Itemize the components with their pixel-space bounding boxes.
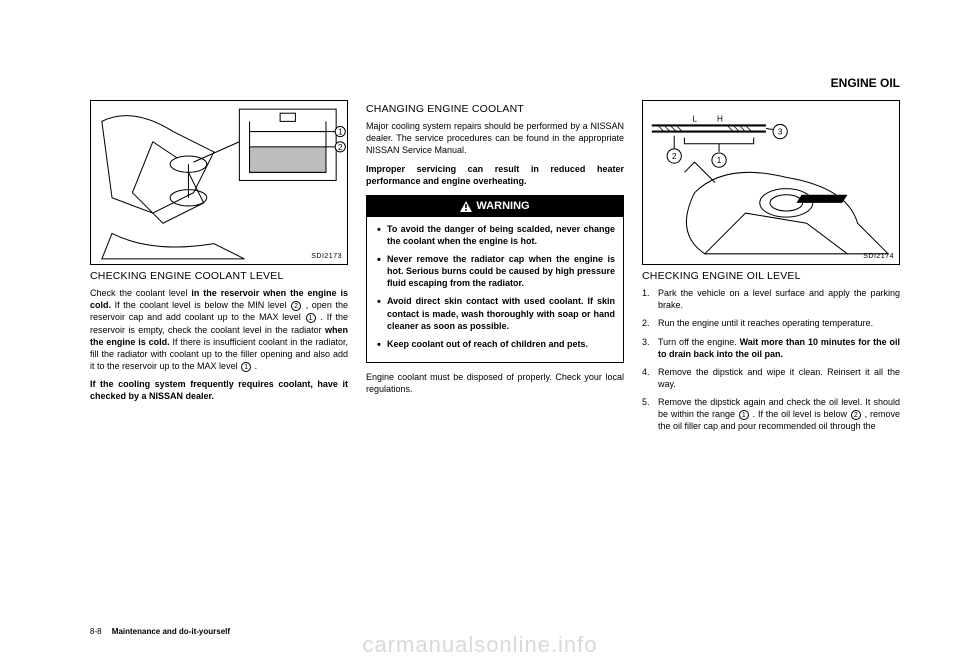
column-3: L H 3 2 1 <box>642 100 900 439</box>
svg-text:2: 2 <box>338 143 343 152</box>
text: . If the oil level is below <box>750 409 850 419</box>
figure-label-1: SDI2173 <box>311 252 342 261</box>
warning-item: Never remove the radiator cap when the e… <box>375 253 615 289</box>
text: Check the coolant level <box>90 288 191 298</box>
svg-text:1: 1 <box>717 156 722 165</box>
figure-label-2: SDI2174 <box>863 252 894 261</box>
callout-1: 1 <box>739 410 749 420</box>
oil-check-steps: Park the vehicle on a level surface and … <box>642 287 900 432</box>
warning-heading: WARNING <box>367 196 623 217</box>
section-title: ENGINE OIL <box>831 76 900 90</box>
text: . <box>252 361 257 371</box>
warning-item: Avoid direct skin contact with used cool… <box>375 295 615 331</box>
step-4: Remove the dipstick and wipe it clean. R… <box>642 366 900 390</box>
svg-text:3: 3 <box>778 128 783 137</box>
callout-2: 2 <box>851 410 861 420</box>
change-coolant-p1: Major cooling system repairs should be p… <box>366 120 624 156</box>
figure-coolant-reservoir: 1 2 SDI2173 <box>90 100 348 265</box>
content-columns: 1 2 SDI2173 CHECKING ENGINE COOLANT LEVE… <box>90 100 900 439</box>
heading-change-coolant: CHANGING ENGINE COOLANT <box>366 102 624 116</box>
figure-oil-dipstick: L H 3 2 1 <box>642 100 900 265</box>
step-3: Turn off the engine. Wait more than 10 m… <box>642 336 900 360</box>
step-2: Run the engine until it reaches operatin… <box>642 317 900 329</box>
warning-label: WARNING <box>476 199 529 214</box>
heading-oil-level: CHECKING ENGINE OIL LEVEL <box>642 269 900 283</box>
warning-box: WARNING To avoid the danger of being sca… <box>366 195 624 363</box>
coolant-check-advice: If the cooling system frequently require… <box>90 378 348 402</box>
heading-coolant-level: CHECKING ENGINE COOLANT LEVEL <box>90 269 348 283</box>
warning-icon <box>460 201 472 212</box>
warning-item: To avoid the danger of being scalded, ne… <box>375 223 615 247</box>
page-number: 8-8 <box>90 627 102 636</box>
step-1: Park the vehicle on a level surface and … <box>642 287 900 311</box>
callout-1: 1 <box>306 313 316 323</box>
callout-2: 2 <box>291 301 301 311</box>
text: Turn off the engine. <box>658 337 740 347</box>
change-coolant-p2: Improper servicing can result in reduced… <box>366 163 624 187</box>
step-5: Remove the dipstick again and check the … <box>642 396 900 432</box>
text: If the coolant level is below the MIN le… <box>111 300 290 310</box>
svg-text:2: 2 <box>672 152 677 161</box>
warning-item: Keep coolant out of reach of chil­dren a… <box>375 338 615 350</box>
footer-section: Maintenance and do-it-yourself <box>112 627 230 636</box>
column-1: 1 2 SDI2173 CHECKING ENGINE COOLANT LEVE… <box>90 100 348 439</box>
column-2: CHANGING ENGINE COOLANT Major cooling sy… <box>366 100 624 439</box>
page-footer: 8-8 Maintenance and do-it-yourself <box>90 627 230 636</box>
svg-text:H: H <box>717 114 723 123</box>
svg-text:L: L <box>693 114 698 123</box>
coolant-disposal: Engine coolant must be disposed of prope… <box>366 371 624 395</box>
callout-1b: 1 <box>241 362 251 372</box>
warning-body: To avoid the danger of being scalded, ne… <box>367 217 623 362</box>
coolant-level-text: Check the coolant level in the reservoir… <box>90 287 348 372</box>
svg-text:1: 1 <box>338 128 343 137</box>
